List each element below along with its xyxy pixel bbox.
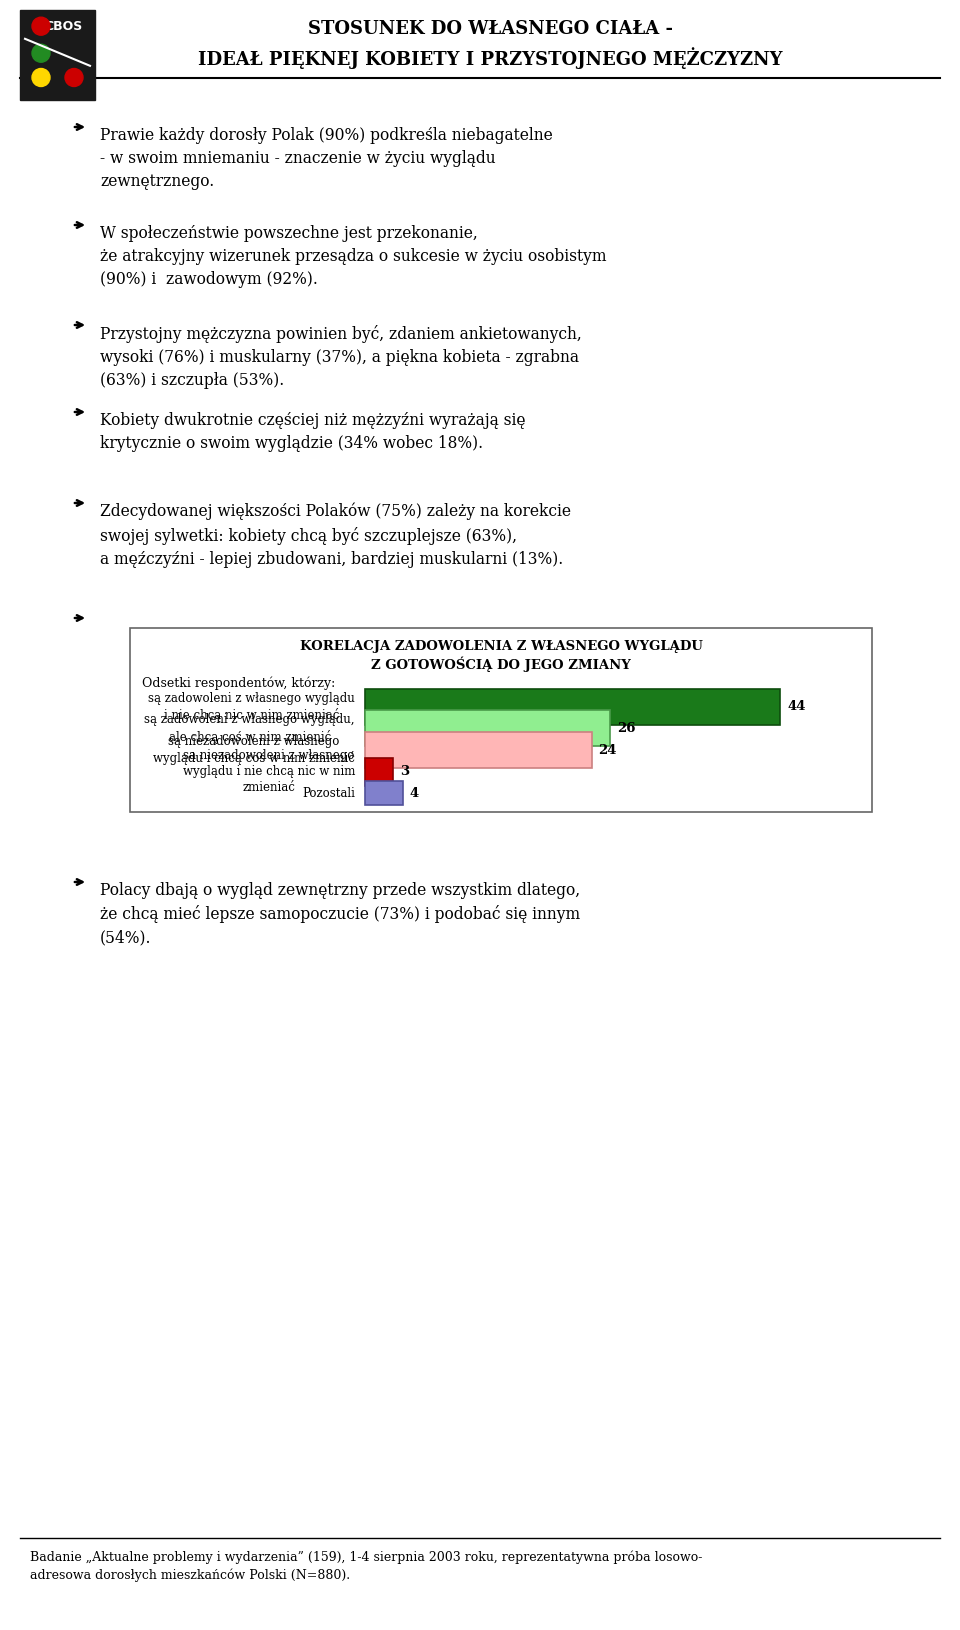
Text: KORELACJA ZADOWOLENIA Z WŁASNEGO WYGLĄDU: KORELACJA ZADOWOLENIA Z WŁASNEGO WYGLĄDU (300, 641, 703, 654)
Text: Pozostali: Pozostali (302, 787, 355, 800)
Text: są zadowoleni z własnego wyglądu
i nie chcą nic w nim zmieniać: są zadowoleni z własnego wyglądu i nie c… (148, 691, 355, 722)
Text: są niezadowoleni z własnego
wyglądu i nie chcą nic w nim
zmieniać: są niezadowoleni z własnego wyglądu i ni… (182, 750, 355, 794)
Text: 4: 4 (410, 787, 419, 800)
Bar (365, 781, 403, 805)
Bar (365, 758, 394, 786)
Text: 26: 26 (617, 722, 636, 735)
Bar (20, 10, 95, 99)
Text: 3: 3 (400, 764, 410, 778)
Circle shape (32, 18, 50, 36)
Text: Z GOTOWOŚCIĄ DO JEGO ZMIANY: Z GOTOWOŚCIĄ DO JEGO ZMIANY (372, 655, 631, 672)
Bar (365, 689, 780, 725)
Circle shape (65, 68, 83, 86)
Text: są zadowoleni z własnego wyglądu,
ale chcą coś w nim zmienić: są zadowoleni z własnego wyglądu, ale ch… (145, 714, 355, 743)
Bar (365, 711, 611, 747)
Text: STOSUNEK DO WŁASNEGO CIAŁA -: STOSUNEK DO WŁASNEGO CIAŁA - (307, 20, 673, 37)
Circle shape (32, 44, 50, 62)
Text: Badanie „Aktualne problemy i wydarzenia” (159), 1-4 sierpnia 2003 roku, reprezen: Badanie „Aktualne problemy i wydarzenia”… (30, 1550, 703, 1563)
Text: Zdecydowanej większości Polaków (75%) zależy na korekcie
swojej sylwetki: kobiet: Zdecydowanej większości Polaków (75%) za… (100, 504, 571, 567)
Text: 24: 24 (599, 743, 617, 756)
Text: W społeczeństwie powszechne jest przekonanie,
że atrakcyjny wizerunek przesądza : W społeczeństwie powszechne jest przekon… (100, 225, 607, 289)
Text: Polacy dbają o wygląd zewnętrzny przede wszystkim dlatego,
że chcą mieć lepsze s: Polacy dbają o wygląd zewnętrzny przede … (100, 882, 580, 945)
Text: adresowa dorosłych mieszkańców Polski (N=880).: adresowa dorosłych mieszkańców Polski (N… (30, 1568, 350, 1581)
Bar (365, 732, 591, 768)
Text: Przystojny mężczyzna powinien być, zdaniem ankietowanych,
wysoki (76%) i muskula: Przystojny mężczyzna powinien być, zdani… (100, 324, 582, 388)
Text: są niezadowoleni z własnego
wyglądu i chcą coś w nim zmienić: są niezadowoleni z własnego wyglądu i ch… (154, 735, 355, 764)
Text: CBOS: CBOS (44, 20, 83, 33)
Text: IDEAŁ PIĘKNEJ KOBIETY I PRZYSTOJNEGO MĘŻCZYZNY: IDEAŁ PIĘKNEJ KOBIETY I PRZYSTOJNEGO MĘŻ… (198, 47, 782, 68)
Text: Odsetki respondentów, którzy:: Odsetki respondentów, którzy: (142, 676, 335, 689)
Text: 44: 44 (787, 701, 805, 714)
Bar (130, 628, 872, 812)
Text: Kobiety dwukrotnie częściej niż mężzyźni wyrażają się
krytycznie o swoim wyglądz: Kobiety dwukrotnie częściej niż mężzyźni… (100, 412, 525, 452)
Circle shape (32, 68, 50, 86)
Text: Prawie każdy dorosły Polak (90%) podkreśla niebagatelne
- w swoim mniemaniu - zn: Prawie każdy dorosły Polak (90%) podkreś… (100, 127, 553, 189)
